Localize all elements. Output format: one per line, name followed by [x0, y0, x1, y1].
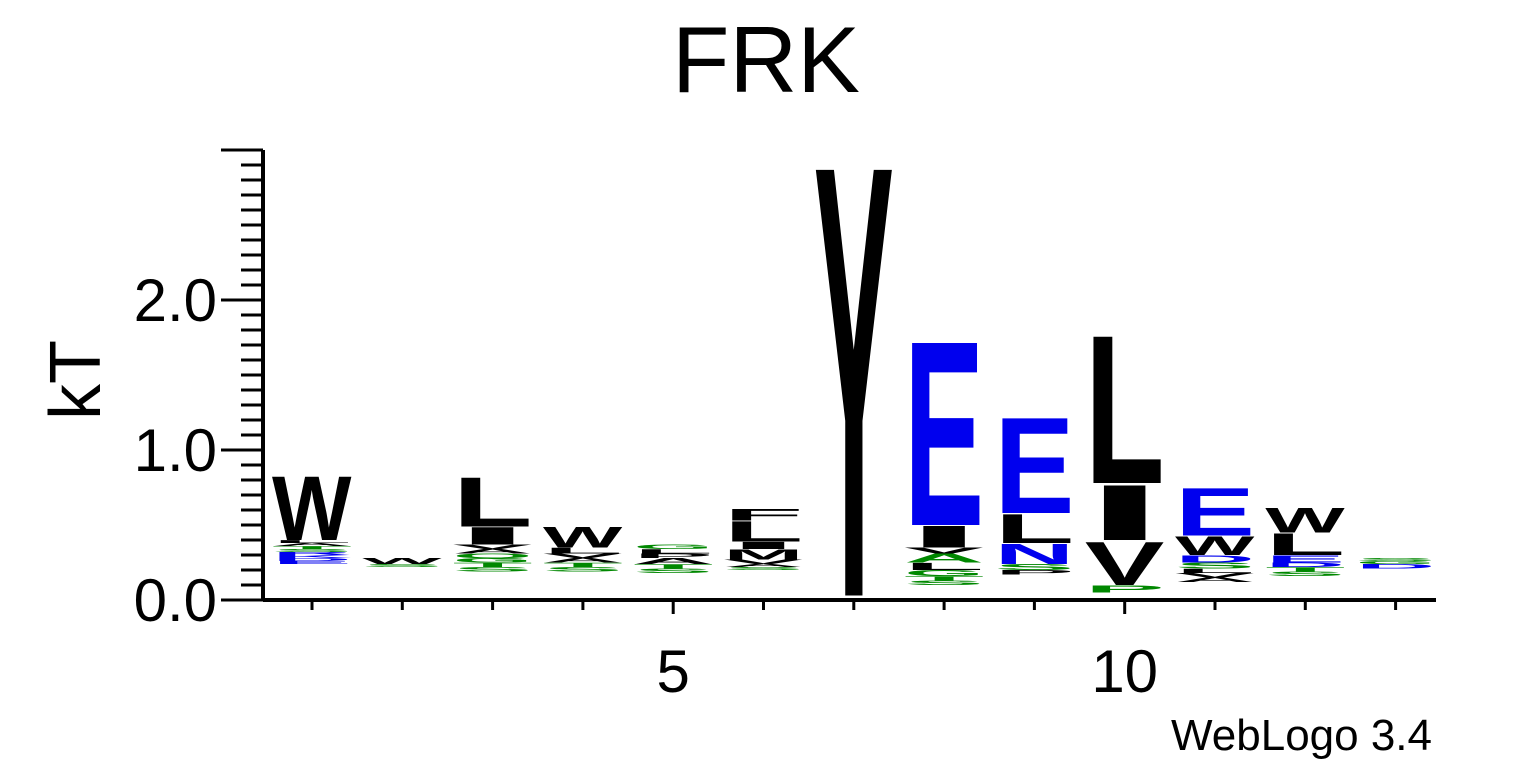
logo-letter-s: S [1265, 570, 1345, 577]
logo-letter-e: E [994, 389, 1074, 542]
logo-letter-v: V [904, 546, 984, 555]
logo-letter-w: W [1175, 531, 1254, 561]
logo-letter-p: P [1085, 583, 1165, 595]
logo-letter-g: G [1356, 560, 1436, 565]
weblogo-credit: WebLogo 3.4 [1171, 711, 1432, 760]
logo-letter-g: G [633, 543, 713, 550]
logo-letter-t: T [272, 545, 352, 550]
logo-letter-w: W [272, 457, 351, 560]
logo-letter-t: T [1265, 566, 1345, 573]
logo-letter-f: F [724, 506, 804, 525]
logo-letter-v: V [543, 552, 623, 559]
logo-letter-s: S [362, 563, 442, 568]
logo-letter-v: V [1175, 572, 1255, 579]
logo-letter-s: S [724, 566, 804, 571]
logo-letter-l: L [1175, 567, 1255, 574]
logo-letter-s: S [994, 563, 1074, 572]
logo-letter-w: W [362, 556, 442, 565]
logo-letter-a: A [904, 551, 984, 565]
logo-letter-l: L [1265, 527, 1345, 562]
logo-letter-l: L [633, 548, 713, 555]
x-tick-label: 5 [657, 638, 690, 705]
logo-letter-p: P [994, 569, 1074, 576]
axes [221, 148, 1436, 614]
y-tick-labels: 0.0 1.0 2.0 [134, 267, 217, 634]
logo-letter-v: V [1085, 529, 1165, 599]
logo-letter-p: P [633, 552, 713, 559]
logo-letter-s: S [543, 566, 623, 573]
y-tick-label: 0.0 [134, 567, 217, 634]
y-axis-label: kT [36, 340, 116, 420]
logo-letter-t: T [633, 563, 713, 570]
logo-letter-g: G [453, 557, 533, 564]
logo-letter-e: E [904, 285, 984, 581]
logo-letter-t: T [543, 561, 623, 568]
y-tick-label: 2.0 [134, 267, 217, 334]
logo-letter-m: M [724, 546, 804, 562]
logo-letter-l: L [543, 546, 623, 555]
logo-letter-s: S [1356, 557, 1436, 562]
y-tick-label: 1.0 [134, 417, 217, 484]
logo-letter-n: N [994, 538, 1074, 570]
x-tick-labels: 5 10 [657, 638, 1159, 705]
logo-letter-l: L [1085, 292, 1165, 529]
logo-letter-l: L [453, 463, 533, 542]
x-tick-label: 10 [1091, 638, 1158, 705]
logo-letter-s: S [904, 579, 984, 586]
logo-letter-v: V [453, 543, 533, 550]
logo-letter-w: W [543, 522, 623, 554]
logo-letter-g: G [904, 569, 984, 578]
logo-letter-i: I [904, 519, 984, 554]
logo-letter-a: A [1175, 576, 1255, 583]
logo-letter-d: D [1356, 563, 1436, 570]
logo-letter-l: L [904, 561, 984, 573]
logo-letter-i: I [453, 522, 533, 550]
logo-letter-a: A [724, 563, 804, 568]
logo-letter-t: T [453, 561, 533, 568]
logo-letter-a: A [272, 542, 352, 547]
logo-letter-s: S [453, 566, 533, 573]
logo-letter-a: A [633, 556, 713, 565]
logo-letter-l: L [724, 515, 804, 548]
logo-letter-l: L [272, 539, 352, 544]
logo-letter-l: L [994, 505, 1074, 552]
logo-letter-e: E [1175, 474, 1255, 551]
logo-letter-v: V [724, 558, 804, 565]
logo-letter-i: I [1085, 468, 1165, 557]
logo-letter-e: E [1265, 553, 1345, 565]
logo-letter-w: W [1265, 501, 1345, 540]
logo-letter-d: D [1175, 553, 1255, 565]
logo-letter-t: T [904, 575, 984, 582]
logo-letter-r: R [272, 551, 352, 556]
logo-letter-a: A [543, 557, 623, 564]
logo-letter-i: I [724, 540, 804, 552]
chart-title: FRK [672, 7, 860, 112]
logo-letter-q: Q [453, 552, 533, 559]
logo-letter-s: S [1175, 561, 1255, 570]
logo-letter-s: S [633, 567, 713, 574]
logo-letter-e: E [272, 560, 352, 565]
logo-letter-a: A [453, 548, 533, 555]
logo-letter-d: D [1265, 561, 1345, 568]
logo-letter-k: K [272, 554, 352, 559]
logo-letter-s: S [272, 548, 352, 553]
logo-letter-d: D [272, 557, 352, 562]
logo-letter-y: Y [814, 37, 894, 727]
